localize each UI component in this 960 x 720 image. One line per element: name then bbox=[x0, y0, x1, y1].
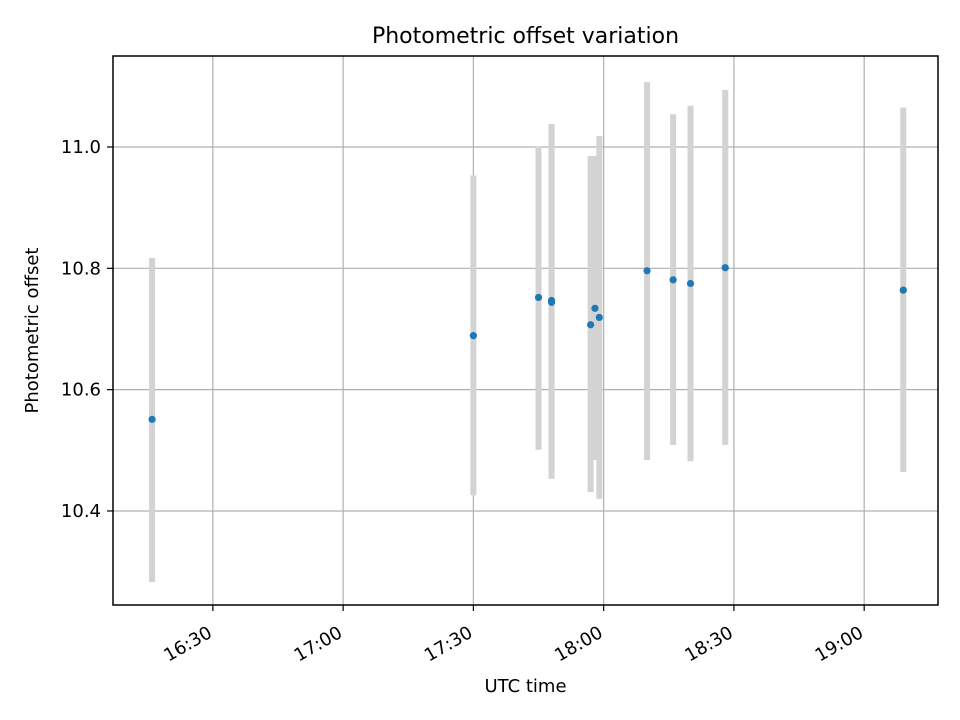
data-point bbox=[899, 286, 907, 294]
plot-frame bbox=[112, 55, 939, 606]
data-point bbox=[591, 304, 599, 312]
data-point bbox=[469, 332, 477, 340]
data-point bbox=[595, 313, 603, 322]
chart-title: Photometric offset variation bbox=[372, 24, 679, 49]
data-point bbox=[643, 267, 651, 275]
y-axis-ticks: 10.4 10.6 10.8 11.0 bbox=[61, 137, 113, 522]
data-point bbox=[547, 298, 556, 306]
data-point bbox=[721, 264, 729, 272]
x-axis-title: UTC time bbox=[484, 676, 566, 697]
data-point bbox=[686, 279, 695, 288]
data-point bbox=[587, 321, 595, 329]
y-axis-title: Photometric offset bbox=[22, 248, 43, 414]
y-tick-label: 11.0 bbox=[61, 137, 101, 158]
y-tick-label: 10.8 bbox=[61, 258, 101, 279]
y-tick-label: 10.6 bbox=[61, 380, 101, 401]
data-point bbox=[148, 415, 156, 423]
y-tick-label: 10.4 bbox=[61, 501, 101, 522]
data-points bbox=[148, 264, 907, 423]
data-point bbox=[669, 276, 677, 284]
grid-lines bbox=[113, 56, 938, 605]
data-point bbox=[534, 293, 543, 302]
